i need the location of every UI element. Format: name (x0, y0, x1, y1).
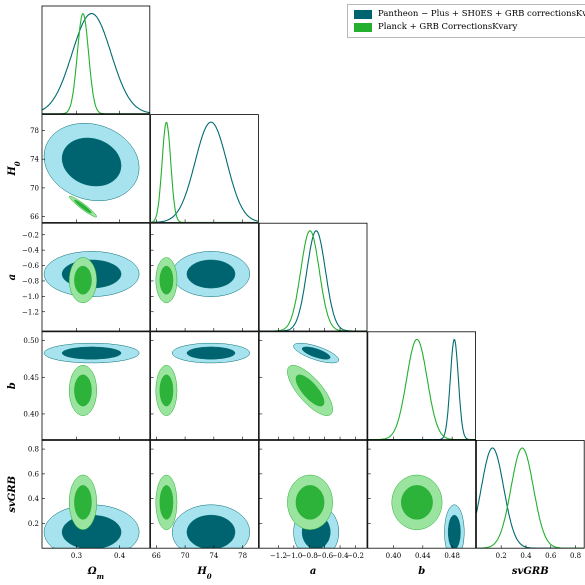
contour-68-a-sv-series-2 (295, 485, 325, 520)
legend-entry-2: Planck + GRB CorrectionsKvary (354, 21, 585, 34)
panel-frame-3-1 (150, 331, 259, 440)
contour-68-om-h0-series-2 (74, 199, 92, 214)
x-tick-label-om: 0.3 (71, 552, 82, 560)
contour-68-h0-a-series-2 (159, 265, 174, 295)
x-tick-label-a: −0.4 (332, 552, 350, 560)
contour-68-om-h0-series-1 (61, 137, 122, 187)
x-tick-label-b: 0.44 (415, 552, 431, 560)
x-tick-label-sv: 0.4 (520, 552, 532, 560)
contour-68-om-sv-series-2 (74, 485, 92, 520)
marginal-curve-a-series-1 (259, 230, 367, 331)
y-axis-label-h0: H0 (7, 161, 22, 176)
y-tick-label-a: −1.0 (22, 293, 39, 301)
contour-68-h0-sv-series-1 (186, 514, 236, 549)
x-axis-label-sv: svGRB (512, 566, 549, 577)
y-tick-label-h0: 78 (30, 127, 39, 135)
legend-swatch-1 (354, 10, 372, 19)
x-tick-label-b: 0.40 (386, 552, 402, 560)
marginal-curve-a-series-2 (259, 230, 367, 331)
x-tick-label-a: −1.2 (270, 552, 287, 560)
panel-frame-4-1 (150, 439, 259, 549)
panel-frame-3-2 (258, 331, 368, 440)
x-tick-label-sv: 0.2 (496, 552, 507, 560)
panel-frame-4-0 (41, 439, 151, 549)
x-tick-label-om: 0.4 (114, 552, 126, 560)
y-tick-label-h0: 70 (30, 184, 39, 192)
y-tick-label-b: 0.50 (23, 337, 39, 345)
y-tick-label-sv: 0.2 (28, 520, 39, 528)
panel-frame-3-0 (41, 331, 151, 440)
x-tick-label-sv: 0.8 (570, 552, 581, 560)
x-axis-label-b: b (418, 566, 425, 577)
marginal-curve-sv-series-2 (476, 447, 585, 549)
panel-frame-2-2 (258, 222, 368, 332)
x-tick-label-b: 0.48 (444, 552, 460, 560)
contour-68-h0-a-series-1 (186, 259, 236, 289)
x-axis-label-h0: H0 (196, 566, 211, 581)
x-tick-label-h0: 66 (152, 552, 161, 560)
x-tick-label-h0: 74 (209, 552, 218, 560)
panel-frame-2-1 (150, 222, 259, 332)
panel-frame-4-4 (475, 439, 585, 549)
x-tick-label-a: −0.6 (316, 552, 334, 560)
x-tick-label-sv: 0.6 (545, 552, 557, 560)
legend-entry-1: Pantheon − Plus + SH0ES + GRB correction… (354, 8, 585, 21)
legend-label-1: Pantheon − Plus + SH0ES + GRB correction… (378, 9, 585, 19)
marginal-curve-b-series-2 (367, 338, 476, 440)
marginal-curve-om-series-2 (42, 12, 150, 114)
contour-68-h0-b-series-2 (159, 374, 174, 407)
x-tick-label-h0: 78 (238, 552, 247, 560)
contour-68-a-b-series-2 (295, 374, 325, 407)
contour-68-om-b-series-2 (74, 374, 92, 407)
y-tick-label-sv: 0.4 (28, 495, 40, 503)
y-tick-label-a: −0.6 (22, 262, 40, 270)
x-tick-label-a: −0.8 (301, 552, 318, 560)
contour-68-h0-sv-series-2 (159, 485, 174, 520)
y-tick-label-a: −0.2 (22, 231, 39, 239)
marginal-curve-sv-series-1 (476, 447, 585, 549)
panel-frame-0-0 (41, 5, 151, 115)
contour-68-om-b-series-1 (61, 346, 122, 360)
contour-68-om-a-series-2 (74, 265, 92, 295)
contour-68-h0-b-series-1 (186, 346, 236, 360)
panel-frame-4-2 (258, 439, 368, 549)
y-axis-label-b: b (7, 382, 18, 389)
y-tick-label-b: 0.40 (23, 410, 39, 418)
x-tick-label-a: −0.2 (347, 552, 364, 560)
panel-frame-4-3 (367, 439, 476, 549)
panel-frame-2-0 (41, 222, 151, 332)
y-tick-label-h0: 74 (30, 156, 39, 164)
y-axis-label-sv: svGRB (7, 476, 18, 513)
contour-68-b-sv-series-2 (401, 485, 433, 520)
x-axis-label-om: Ωm (87, 566, 104, 581)
contour-68-b-sv-series-1 (447, 514, 461, 549)
marginal-curve-om-series-1 (42, 13, 150, 114)
x-tick-label-a: −1.0 (285, 552, 302, 560)
y-tick-label-a: −0.4 (22, 247, 40, 255)
x-axis-label-a: a (310, 566, 316, 577)
panel-frame-1-1 (150, 114, 259, 223)
marginal-curve-h0-series-1 (150, 121, 259, 223)
y-tick-label-sv: 0.6 (28, 470, 40, 478)
x-tick-label-h0: 70 (181, 552, 190, 560)
y-axis-label-a: a (7, 274, 18, 280)
legend: Pantheon − Plus + SH0ES + GRB correction… (347, 4, 585, 38)
panel-frame-3-3 (367, 331, 476, 440)
marginal-curve-b-series-1 (367, 338, 476, 440)
y-tick-label-sv: 0.8 (28, 446, 39, 454)
y-tick-label-a: −1.2 (22, 308, 39, 316)
panel-frame-1-0 (41, 114, 151, 223)
y-tick-label-b: 0.45 (23, 374, 39, 382)
contour-68-a-b-series-1 (301, 346, 331, 360)
legend-swatch-2 (354, 23, 372, 32)
y-tick-label-a: −0.8 (22, 277, 39, 285)
legend-label-2: Planck + GRB CorrectionsKvary (378, 22, 518, 32)
y-tick-label-h0: 66 (30, 213, 39, 221)
